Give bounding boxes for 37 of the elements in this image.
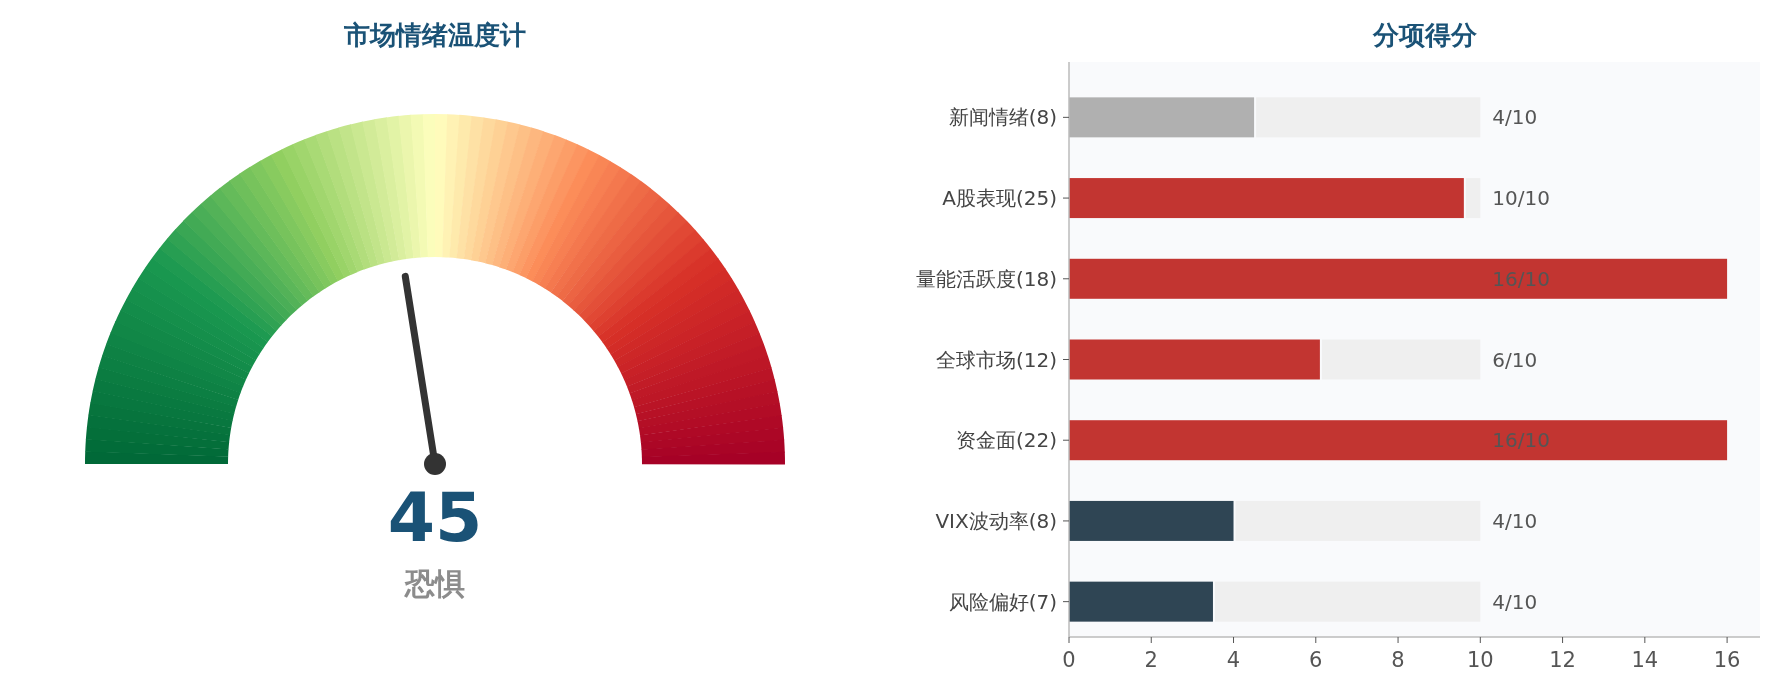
- annotation: 4/10: [1492, 589, 1538, 614]
- y-tick-label: 新闻情绪(8): [948, 105, 1057, 130]
- annotation: 10/10: [1492, 186, 1550, 211]
- x-tick-label: 14: [1631, 648, 1659, 672]
- bar: [1235, 500, 1481, 541]
- y-tick-label: 全球市场(12): [935, 347, 1057, 372]
- annotation: 4/10: [1492, 105, 1538, 130]
- x-tick-label: 16: [1713, 648, 1741, 672]
- x-tick-label: 0: [1062, 648, 1076, 672]
- bar: [1069, 178, 1464, 219]
- y-tick-label: 风险偏好(7): [948, 589, 1057, 614]
- bar: [1465, 178, 1481, 219]
- bar: [1069, 420, 1728, 461]
- annotation: 16/10: [1492, 266, 1550, 291]
- x-tick-label: 6: [1309, 648, 1323, 672]
- y-tick-label: 资金面(22): [955, 428, 1057, 453]
- y-tick-label: A股表现(25): [942, 186, 1057, 211]
- x-tick-label: 12: [1549, 648, 1576, 672]
- y-tick-label: VIX波动率(8): [935, 508, 1057, 533]
- x-tick-label: 2: [1144, 648, 1158, 672]
- annotation: 16/10: [1492, 428, 1550, 453]
- bar: [1069, 500, 1234, 541]
- text: 恐惧: [404, 566, 465, 601]
- x-tick-label: 4: [1226, 648, 1241, 672]
- bar: [1214, 581, 1481, 622]
- bar: [1069, 581, 1213, 622]
- text: 市场情绪温度计: [343, 20, 526, 50]
- annotation: 6/10: [1492, 347, 1538, 372]
- x-tick-label: 8: [1391, 648, 1405, 672]
- chart-title: 分项得分: [1372, 20, 1478, 50]
- annotation: 4/10: [1492, 508, 1538, 533]
- x-tick-label: 10: [1466, 648, 1494, 672]
- bar: [1069, 258, 1728, 299]
- data-label: 45: [387, 478, 483, 557]
- bar: [1321, 339, 1481, 380]
- y-tick-label: 量能活跃度(18): [915, 266, 1057, 291]
- bar: [1069, 339, 1320, 380]
